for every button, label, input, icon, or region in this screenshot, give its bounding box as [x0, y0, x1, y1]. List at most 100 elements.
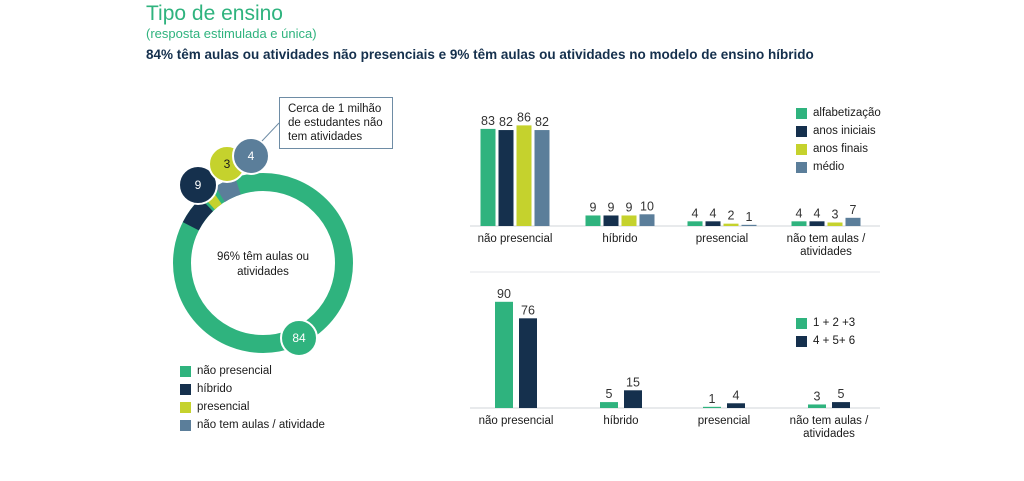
donut-legend-item-presencial: presencial — [180, 398, 325, 416]
data-label: 4 — [814, 206, 821, 220]
bar-anos-iniciais-nao-tem-aulas-atividades — [809, 221, 825, 226]
data-label: 5 — [838, 387, 845, 401]
x-tick-label: atividades — [803, 428, 855, 440]
data-label: 10 — [640, 199, 654, 213]
bar-anos-finais-nao-presencial — [516, 125, 532, 226]
x-tick-label: não presencial — [478, 233, 553, 245]
data-label: 4 — [796, 206, 803, 220]
bottom-legend-item-1-2-3: 1 + 2 +3 — [796, 314, 855, 332]
bar-medio-hibrido — [639, 214, 655, 226]
legend-swatch — [180, 365, 191, 377]
donut-slice-hibrido — [182, 198, 214, 231]
bottom-chart-legend: 1 + 2 +3 4 + 5+ 6 — [796, 314, 855, 350]
legend-label: híbrido — [197, 383, 233, 395]
legend-label: presencial — [197, 401, 250, 413]
donut-slice-nao-tem-aulas-atividade — [215, 177, 241, 203]
bar-alfabetizacao-nao-tem-aulas-atividades — [791, 221, 807, 226]
donut-legend-item-hibrido: híbrido — [180, 380, 325, 398]
data-label: 3 — [832, 207, 839, 221]
bar-anos-finais-hibrido — [621, 215, 637, 226]
legend-swatch — [796, 161, 807, 173]
bar-anos-finais-presencial — [723, 223, 739, 226]
bar-alfabetizacao-nao-presencial — [480, 128, 496, 226]
data-label: 9 — [626, 200, 633, 214]
callout-box: Cerca de 1 milhão de estudantes não tem … — [279, 97, 393, 149]
bar-anos-iniciais-nao-presencial — [498, 130, 514, 226]
bar-alfabetizacao-presencial — [687, 221, 703, 226]
legend-swatch — [796, 107, 807, 119]
legend-swatch — [796, 317, 807, 329]
bar-medio-nao-presencial — [534, 130, 550, 226]
data-label: 4 — [733, 388, 740, 402]
data-label: 1 — [709, 392, 716, 406]
donut-value-label: 9 — [195, 178, 202, 192]
data-label: 4 — [692, 206, 699, 220]
data-label: 9 — [608, 200, 615, 214]
legend-swatch — [180, 383, 191, 395]
donut-bubble-hibrido — [178, 165, 218, 205]
bar-1-2-3-hibrido — [600, 402, 618, 408]
donut-center-label: 96% têm aulas ou atividades — [216, 251, 310, 278]
legend-label: não tem aulas / atividade — [197, 419, 325, 431]
top-legend-item-anos-iniciais: anos iniciais — [796, 122, 881, 140]
x-tick-label: híbrido — [602, 233, 637, 245]
bar-medio-presencial — [741, 224, 757, 226]
donut-ring — [173, 173, 353, 353]
callout-connector — [261, 122, 280, 142]
bar-1-2-3-presencial — [703, 406, 721, 408]
x-tick-label: não tem aulas / — [787, 233, 866, 245]
bar-4-5-6-nao-tem-aulas-atividades — [832, 402, 850, 408]
x-tick-label: presencial — [696, 233, 748, 245]
legend-swatch — [796, 125, 807, 137]
donut-legend-item-nao-presencial: não presencial — [180, 362, 325, 380]
chart-title: Tipo de ensino — [146, 2, 283, 25]
legend-label: 1 + 2 +3 — [813, 317, 856, 329]
bar-1-2-3-nao-tem-aulas-atividades — [808, 404, 826, 408]
bar-4-5-6-hibrido — [624, 390, 642, 408]
headline: 84% têm aulas ou atividades não presenci… — [146, 47, 814, 62]
donut-value-label: 3 — [224, 157, 231, 171]
data-label: 9 — [590, 200, 597, 214]
data-label: 4 — [710, 206, 717, 220]
legend-label: médio — [813, 161, 845, 173]
legend-label: anos finais — [813, 143, 868, 155]
bar-anos-finais-nao-tem-aulas-atividades — [827, 222, 843, 226]
bar-alfabetizacao-hibrido — [585, 215, 601, 226]
bar-4-5-6-nao-presencial — [519, 318, 537, 408]
donut-value-label: 4 — [248, 149, 255, 163]
data-label: 76 — [521, 303, 535, 317]
legend-label: não presencial — [197, 365, 272, 377]
donut-bubble-nao-presencial — [280, 319, 318, 357]
donut-value-label: 84 — [292, 331, 306, 345]
legend-swatch — [180, 419, 191, 431]
donut-slice-presencial — [202, 189, 222, 210]
top-chart-legend: alfabetização anos iniciais anos finais méd… — [796, 104, 881, 176]
top-legend-item-medio: médio — [796, 158, 881, 176]
x-tick-label: presencial — [698, 415, 750, 427]
top-legend-item-anos-finais: anos finais — [796, 140, 881, 158]
legend-swatch — [796, 335, 807, 347]
data-label: 86 — [517, 110, 531, 124]
bar-1-2-3-nao-presencial — [495, 301, 513, 408]
legend-label: 4 + 5+ 6 — [813, 335, 856, 347]
x-tick-label: não tem aulas / — [790, 415, 869, 427]
data-label: 1 — [746, 210, 753, 224]
bottom-legend-item-4-5-6: 4 + 5+ 6 — [796, 332, 855, 350]
bar-4-5-6-presencial — [727, 403, 745, 408]
donut-legend: não presencial híbrido presencial não tem a… — [180, 362, 325, 434]
donut-legend-item-nao-tem-aulas-atividade: não tem aulas / atividade — [180, 416, 325, 434]
data-label: 2 — [728, 209, 735, 223]
top-legend-item-alfabetizacao: alfabetização — [796, 104, 881, 122]
data-label: 15 — [626, 375, 640, 389]
donut-bubble-nao-tem-aulas-atividade — [232, 137, 270, 175]
data-label: 7 — [850, 203, 857, 217]
legend-label: alfabetização — [813, 107, 881, 119]
bar-anos-iniciais-hibrido — [603, 215, 619, 226]
bar-medio-nao-tem-aulas-atividades — [845, 217, 861, 226]
data-label: 82 — [499, 115, 513, 129]
legend-swatch — [796, 143, 807, 155]
legend-swatch — [180, 401, 191, 413]
x-tick-label: atividades — [800, 246, 852, 258]
data-label: 90 — [497, 287, 511, 301]
